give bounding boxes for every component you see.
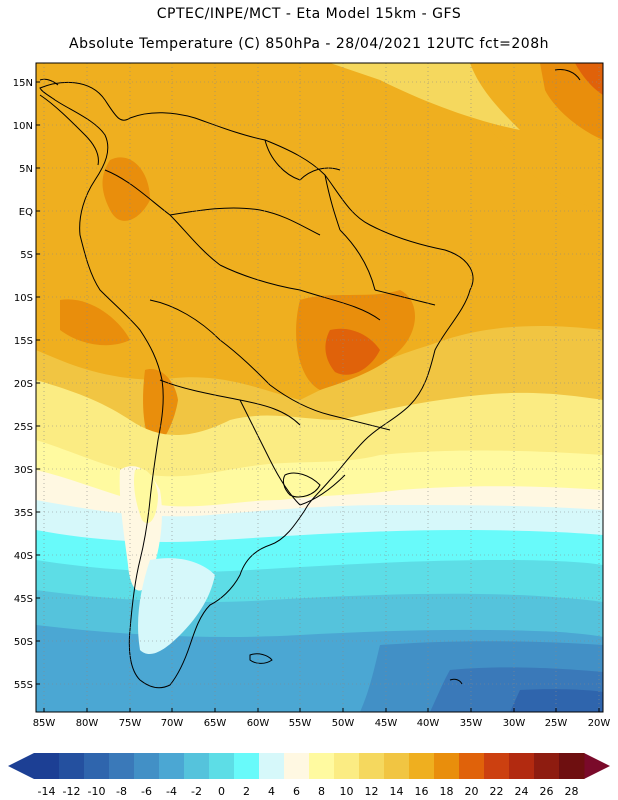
colorbar-swatch <box>59 753 85 779</box>
lat-label: 10N <box>13 121 33 132</box>
colorbar-swatch <box>184 753 210 779</box>
colorbar-label: 2 <box>243 785 250 798</box>
colorbar-min-arrow <box>8 753 34 779</box>
colorbar-label: -14 <box>38 785 56 798</box>
colorbar-swatch <box>134 753 160 779</box>
colorbar-swatch <box>384 753 410 779</box>
lon-label: 25W <box>545 718 568 729</box>
lat-label: 30S <box>14 465 33 476</box>
colorbar-swatch <box>209 753 235 779</box>
colorbar-label: 6 <box>293 785 300 798</box>
lat-label: 5S <box>20 250 33 261</box>
lon-label: 80W <box>76 718 99 729</box>
colorbar-swatch <box>434 753 460 779</box>
lon-label: 65W <box>204 718 227 729</box>
colorbar-label: 28 <box>565 785 579 798</box>
lat-label: 35S <box>14 508 33 519</box>
lat-label: 10S <box>14 293 33 304</box>
map-title-variable: Absolute Temperature (C) 850hPa - 28/04/… <box>69 36 549 52</box>
colorbar-swatch <box>509 753 535 779</box>
colorbar-swatch <box>309 753 335 779</box>
colorbar-swatch <box>409 753 435 779</box>
lat-label: 50S <box>14 637 33 648</box>
lon-label: 75W <box>119 718 142 729</box>
colorbar-label: 22 <box>490 785 504 798</box>
lon-label: 40W <box>417 718 440 729</box>
lon-label: 85W <box>33 718 56 729</box>
colorbar-label: 20 <box>465 785 479 798</box>
lat-label: 15N <box>13 78 33 89</box>
lat-label: 45S <box>14 594 33 605</box>
colorbar-swatch <box>84 753 110 779</box>
colorbar-swatch <box>234 753 260 779</box>
lat-label: 25S <box>14 422 33 433</box>
latitude-labels: 15N 10N 5N EQ 5S 10S 15S 20S 25S 30S 35S… <box>13 78 33 691</box>
colorbar-label: 4 <box>268 785 275 798</box>
colorbar-label: 8 <box>318 785 325 798</box>
temperature-field <box>36 63 603 712</box>
lon-label: 20W <box>588 718 611 729</box>
lat-label: 15S <box>14 336 33 347</box>
colorbar-swatch <box>109 753 135 779</box>
colorbar-swatch <box>284 753 310 779</box>
colorbar-label: -6 <box>141 785 152 798</box>
colorbar-swatch <box>259 753 285 779</box>
colorbar-label: 12 <box>365 785 379 798</box>
colorbar-label: 0 <box>218 785 225 798</box>
lon-label: 30W <box>503 718 526 729</box>
colorbar-label: 26 <box>540 785 554 798</box>
colorbar-swatch <box>559 753 585 779</box>
gridlines <box>36 63 603 712</box>
colorbar-label: 24 <box>515 785 529 798</box>
axis-ticks <box>36 81 600 712</box>
lon-label: 70W <box>161 718 184 729</box>
map-title-model: CPTEC/INPE/MCT - Eta Model 15km - GFS <box>156 6 462 22</box>
colorbar-label: -10 <box>88 785 106 798</box>
colorbar-swatch <box>484 753 510 779</box>
map-frame <box>35 62 604 713</box>
colorbar-label: 16 <box>415 785 429 798</box>
colorbar-label: -4 <box>166 785 177 798</box>
longitude-labels: 85W 80W 75W 70W 65W 60W 55W 50W 45W 40W … <box>33 718 611 729</box>
colorbar-label: 10 <box>340 785 354 798</box>
lon-label: 55W <box>289 718 312 729</box>
colorbar: -14 -12 -10 -8 -6 -4 -2 0 2 4 6 8 10 12 14 16 18 20 22 24 26… <box>8 753 610 798</box>
colorbar-label: -2 <box>191 785 202 798</box>
lon-label: 60W <box>247 718 270 729</box>
colorbar-swatch <box>34 753 60 779</box>
lat-label: 20S <box>14 379 33 390</box>
colorbar-swatch <box>334 753 360 779</box>
colorbar-label: -8 <box>116 785 127 798</box>
colorbar-swatch <box>159 753 185 779</box>
colorbar-swatch <box>534 753 560 779</box>
colorbar-max-arrow <box>584 753 610 779</box>
lon-label: 35W <box>460 718 483 729</box>
colorbar-label: 14 <box>390 785 404 798</box>
colorbar-label: 18 <box>440 785 454 798</box>
colorbar-swatch <box>359 753 385 779</box>
lat-label: 55S <box>14 680 33 691</box>
colorbar-swatch <box>459 753 485 779</box>
lat-label: 40S <box>14 551 33 562</box>
lon-label: 45W <box>375 718 398 729</box>
colorbar-label: -12 <box>63 785 81 798</box>
lon-label: 50W <box>332 718 355 729</box>
lat-label: EQ <box>19 207 33 218</box>
coastline <box>39 69 581 689</box>
lat-label: 5N <box>19 164 33 175</box>
